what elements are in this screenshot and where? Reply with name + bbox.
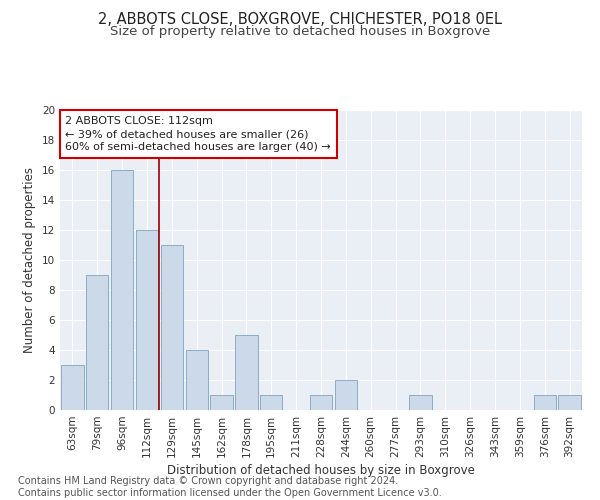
Bar <box>335 380 357 410</box>
Bar <box>211 395 233 410</box>
Bar <box>409 395 431 410</box>
Bar <box>559 395 581 410</box>
X-axis label: Distribution of detached houses by size in Boxgrove: Distribution of detached houses by size … <box>167 464 475 477</box>
Text: 2, ABBOTS CLOSE, BOXGROVE, CHICHESTER, PO18 0EL: 2, ABBOTS CLOSE, BOXGROVE, CHICHESTER, P… <box>98 12 502 28</box>
Bar <box>310 395 332 410</box>
Text: Contains HM Land Registry data © Crown copyright and database right 2024.
Contai: Contains HM Land Registry data © Crown c… <box>18 476 442 498</box>
Text: 2 ABBOTS CLOSE: 112sqm
← 39% of detached houses are smaller (26)
60% of semi-det: 2 ABBOTS CLOSE: 112sqm ← 39% of detached… <box>65 116 331 152</box>
Bar <box>86 275 109 410</box>
Bar <box>185 350 208 410</box>
Bar <box>111 170 133 410</box>
Bar <box>61 365 83 410</box>
Y-axis label: Number of detached properties: Number of detached properties <box>23 167 37 353</box>
Bar <box>136 230 158 410</box>
Bar <box>161 245 183 410</box>
Text: Size of property relative to detached houses in Boxgrove: Size of property relative to detached ho… <box>110 25 490 38</box>
Bar <box>235 335 257 410</box>
Bar <box>533 395 556 410</box>
Bar <box>260 395 283 410</box>
